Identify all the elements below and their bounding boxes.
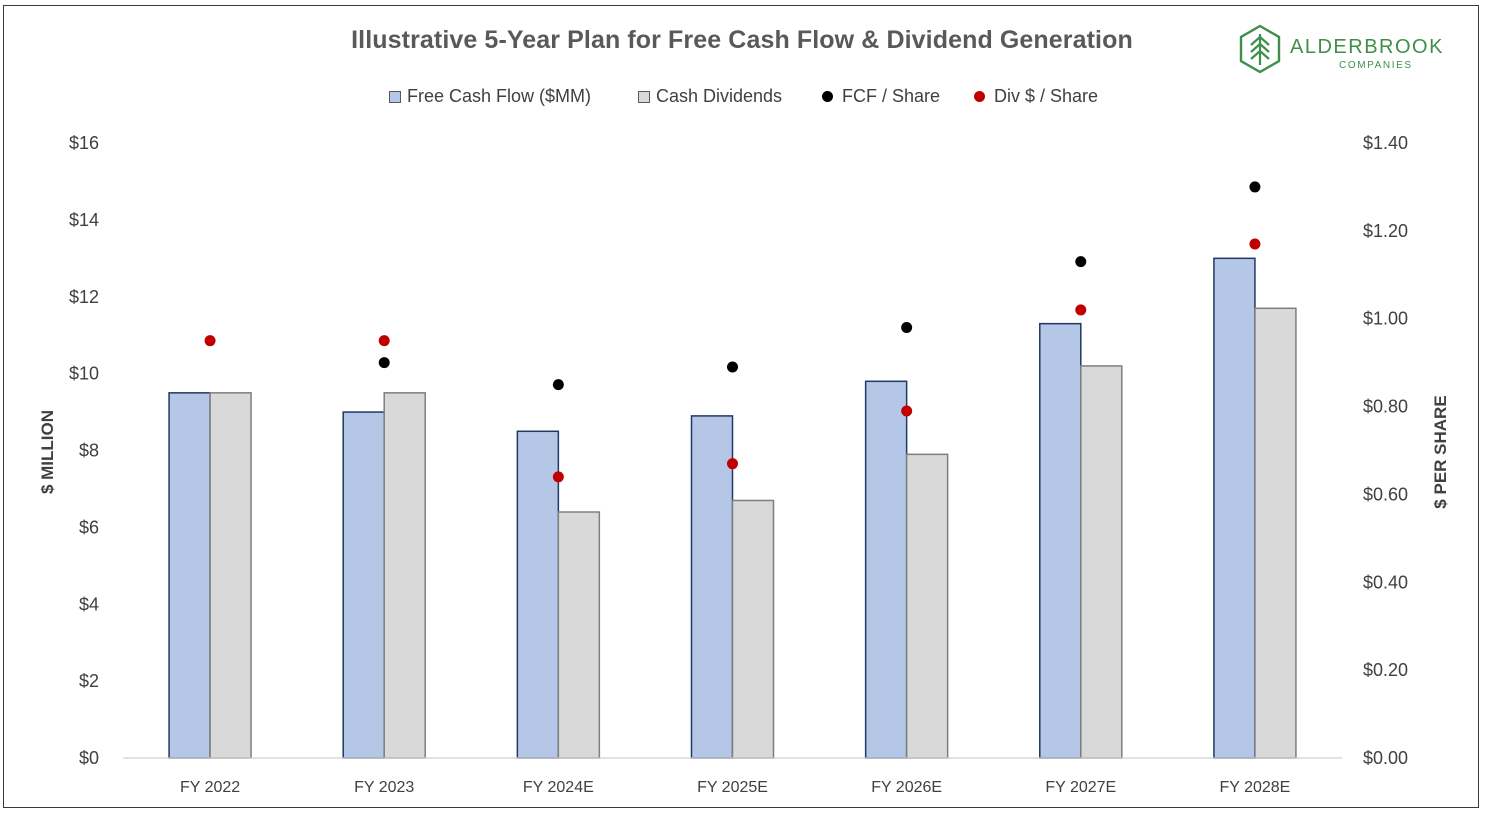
fcf-bar [516,430,560,759]
x-tick-label: FY 2028E [1219,779,1290,796]
y-left-tick-label: $14 [69,210,99,230]
div-per-share-point [552,471,564,483]
div-per-share-point [1075,304,1087,316]
x-tick-label: FY 2022 [180,779,240,796]
fcf-bar [1213,257,1256,759]
y-left-tick-label: $0 [79,748,99,768]
dividends-bar [1080,365,1123,759]
logo-name: ALDERBROOK [1290,36,1444,58]
legend-swatch-dividends [638,90,650,103]
x-tick-label: FY 2025E [697,779,768,796]
dividends-bar [731,499,775,759]
x-tick-label: FY 2024E [523,779,594,796]
legend-label-fcf-per-share: FCF / Share [842,86,941,106]
fcf-per-share-point [727,361,738,373]
x-tick-label: FY 2027E [1045,779,1116,796]
y-right-tick-label: $0.20 [1363,660,1408,680]
div-per-share-point [378,335,390,347]
legend-dot-fcf-per-share [822,91,833,102]
chart-title: Illustrative 5-Year Plan for Free Cash F… [351,26,1133,54]
fcf-bar [168,392,211,759]
x-tick-label: FY 2023 [354,779,414,796]
legend-item-fcf-per-share: FCF / Share [822,86,940,107]
legend-item-fcf: Free Cash Flow ($MM) [389,86,591,107]
y-left-tick-label: $12 [69,287,99,307]
y-left-tick-label: $16 [69,133,99,153]
y-left-tick-label: $4 [79,594,99,614]
fcf-bar [1039,322,1082,759]
y-right-tick-label: $0.00 [1363,748,1408,768]
y-left-axis-title: $ MILLION [38,410,57,494]
div-per-share-point [1249,238,1261,250]
legend-label-dividends: Cash Dividends [656,86,783,106]
div-per-share-point [204,335,216,347]
y-right-tick-label: $1.40 [1363,133,1408,153]
company-logo: ALDERBROOK COMPANIES [1238,22,1468,78]
fcf-bar [690,415,734,759]
y-left-tick-label: $2 [79,671,99,691]
fcf-per-share-point [1075,256,1087,268]
fcf-bar [342,411,385,759]
div-per-share-point [727,458,738,470]
legend-label-div-per-share: Div $ / Share [994,86,1099,106]
logo-subtitle: COMPANIES [1339,60,1413,71]
dividends-bar [1254,307,1297,759]
fcf-per-share-point [552,379,564,391]
dividends-bar [557,511,601,759]
y-right-tick-label: $0.60 [1363,484,1408,504]
fcf-per-share-point [378,357,390,369]
dividends-bar [383,392,426,759]
y-right-tick-label: $0.40 [1363,572,1408,592]
y-right-tick-label: $0.80 [1363,397,1408,417]
fcf-per-share-point [901,322,913,333]
legend-item-dividends: Cash Dividends [638,86,782,107]
chart-legend: Free Cash Flow ($MM) Cash Dividends FCF … [0,86,1488,108]
dividends-bar [209,392,252,759]
y-left-tick-label: $10 [69,364,99,384]
fcf-bar [864,380,908,759]
legend-item-div-per-share: Div $ / Share [974,86,1098,107]
x-tick-label: FY 2026E [871,779,942,796]
y-right-axis-title: $ PER SHARE [1431,395,1450,508]
div-per-share-point [901,405,913,417]
legend-swatch-fcf [389,90,401,103]
tree-hexagon-icon [1239,24,1281,74]
y-right-tick-label: $1.00 [1363,309,1408,329]
legend-label-fcf: Free Cash Flow ($MM) [407,86,592,106]
y-left-tick-label: $8 [79,441,99,461]
legend-dot-div-per-share [974,91,985,102]
fcf-per-share-point [1249,181,1261,193]
dividends-bar [905,453,949,759]
y-right-tick-label: $1.20 [1363,221,1408,241]
y-left-tick-label: $6 [79,517,99,537]
